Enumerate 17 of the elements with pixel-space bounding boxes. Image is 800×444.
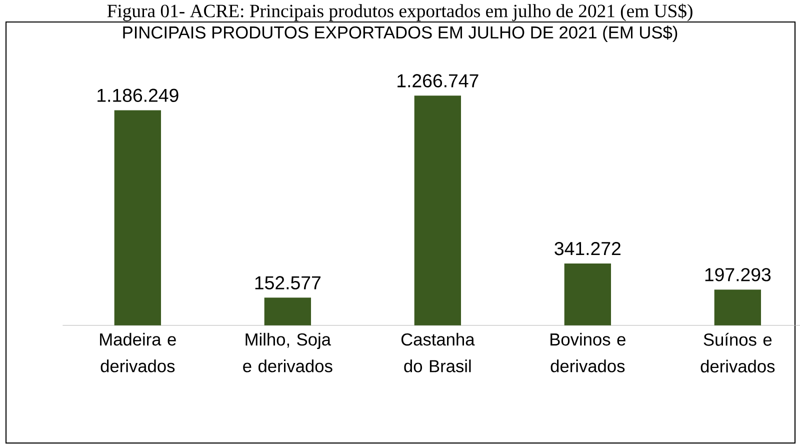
- bar: [114, 110, 162, 326]
- text: Figura 01- ACRE: Principais produtos exportados em julho de 2021 (em US$): [107, 4, 692, 22]
- data-label: 1.186.249: [98, 88, 178, 102]
- data-label: 197.293: [705, 268, 771, 282]
- data-label: 152.577: [255, 276, 320, 290]
- x-tick-label: Milho, Soja e derivados: [243, 332, 332, 372]
- bar: [414, 96, 461, 326]
- x-tick-label: Bovinos e derivados: [550, 332, 626, 372]
- chart-title: PINCIPAIS PRODUTOS EXPORTADOS EM JULHO DE 2021 (EM US$): [123, 26, 678, 42]
- bar: [264, 298, 312, 326]
- data-label: 1.266.747: [398, 74, 478, 88]
- x-tick-label: Castanha do Brasil: [401, 332, 475, 372]
- x-tick-label: Suínos e derivados: [700, 332, 775, 372]
- data-label: 341.272: [554, 242, 620, 256]
- x-tick-label: Madeira e derivados: [100, 332, 176, 372]
- bar: [714, 290, 762, 326]
- bar: [564, 263, 612, 326]
